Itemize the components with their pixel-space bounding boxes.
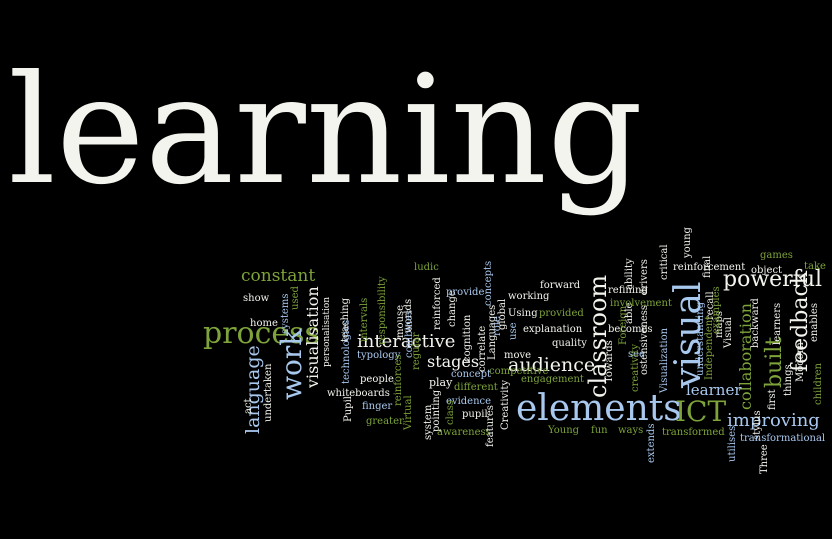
word-learner: learner — [686, 381, 742, 399]
word-process: process — [203, 316, 320, 351]
word-children: children — [813, 363, 824, 405]
word-features: features — [485, 405, 496, 447]
word-constant: constant — [241, 266, 316, 286]
word-ict: ICT — [675, 395, 727, 428]
word-young: Young — [548, 425, 580, 436]
word-modern: Modern — [795, 342, 806, 382]
word-three: Three — [759, 444, 770, 474]
word-transformational: transformational — [740, 433, 826, 444]
word-utilises: utilises — [727, 425, 738, 462]
word-reinforces: reinforces — [393, 354, 404, 407]
word-language: language — [242, 345, 264, 434]
word-using: Using — [508, 308, 538, 319]
word-visual2: Visual — [723, 317, 734, 348]
word-cognition: cognition — [462, 314, 473, 362]
word-things: things — [783, 364, 794, 396]
word-role: role — [492, 316, 503, 336]
word-pupil: Pupil — [343, 396, 354, 422]
word-young2: young — [682, 227, 693, 258]
word-greater: greater — [366, 416, 404, 427]
word-critical: critical — [659, 244, 670, 280]
word-transformed: transformed — [662, 427, 725, 438]
word-people: people — [360, 374, 394, 385]
word-ludic: ludic — [414, 262, 439, 273]
word-undertaken: undertaken — [263, 363, 274, 422]
word-work: work — [275, 328, 308, 400]
word-towards: Towards — [604, 340, 615, 383]
word-audience: audience — [508, 354, 596, 376]
word-evidence: evidence — [446, 396, 492, 407]
word-combines: combines — [404, 309, 415, 358]
word-powerful: powerful — [723, 267, 823, 292]
word-awareness: awareness — [437, 427, 491, 438]
word-play: play — [429, 376, 453, 389]
word-games: games — [760, 250, 793, 261]
word-forward: forward — [540, 280, 581, 291]
word-creativity: Creativity — [500, 379, 511, 430]
word-see: see — [628, 349, 645, 360]
word-system: system — [423, 404, 434, 440]
word-object: object — [751, 265, 783, 276]
word-act: act — [243, 398, 254, 414]
word-improving: improving — [727, 410, 820, 431]
word-engagement: engagement — [521, 374, 584, 385]
word-examples: examples — [711, 286, 722, 334]
word-reinforced: reinforced — [432, 277, 443, 330]
word-learners: learners — [772, 302, 783, 345]
word-visualization: Visualization — [659, 327, 670, 393]
word-provide: provide — [446, 287, 485, 298]
word-working: working — [508, 291, 550, 302]
word-pupil2: pupil — [462, 409, 488, 420]
word-first: first — [767, 389, 778, 410]
word-used: used — [290, 286, 301, 310]
word-typology: typology — [357, 350, 401, 361]
word-personalisation: personalisation — [322, 296, 332, 367]
word-extends: extends — [646, 423, 657, 463]
word-intervals: intervals — [359, 297, 370, 342]
word-quality: quality — [552, 338, 587, 349]
word-virtual: Virtual — [403, 395, 414, 430]
word-reinforcement: reinforcement — [673, 262, 746, 273]
word-involvement: involvement — [610, 298, 672, 309]
word-correlate: correlate — [477, 325, 488, 372]
word-fun: fun — [591, 425, 608, 436]
word-becomes: becomes — [608, 324, 653, 335]
word-take: take — [804, 261, 826, 272]
word-home: home — [250, 318, 278, 329]
word-move: move — [504, 350, 532, 361]
word-learning: learning — [8, 44, 644, 218]
word-finger: finger — [362, 401, 393, 412]
word-technologies: technologies — [341, 319, 352, 384]
word-use: use — [508, 322, 519, 341]
word-backward: backward — [750, 298, 761, 348]
word-different: different — [454, 382, 498, 393]
word-enables: enables — [809, 303, 820, 342]
word-visualisation: visualisation — [303, 286, 322, 388]
word-show: show — [243, 293, 270, 304]
word-refining: refining — [608, 285, 648, 296]
word-drivers: drivers — [639, 259, 650, 295]
word-responsibility: responsibility — [377, 276, 388, 345]
word-whiteboards: whiteboards — [327, 388, 390, 399]
word-concepts: concepts — [483, 260, 494, 306]
word-ways: ways — [618, 425, 644, 436]
word-explanation: explanation — [523, 324, 583, 335]
word-provided: provided — [539, 308, 584, 319]
word-class: class — [445, 399, 456, 425]
word-ability: ability — [624, 258, 635, 290]
word-concept: concept — [451, 369, 491, 380]
word-interactive: interactive — [357, 331, 456, 352]
word-competitive: competitive — [489, 366, 549, 377]
word-elements: elements — [516, 388, 682, 429]
word-stages: stages — [427, 352, 480, 371]
word-ostensiveness: ostensiveness — [639, 304, 650, 375]
